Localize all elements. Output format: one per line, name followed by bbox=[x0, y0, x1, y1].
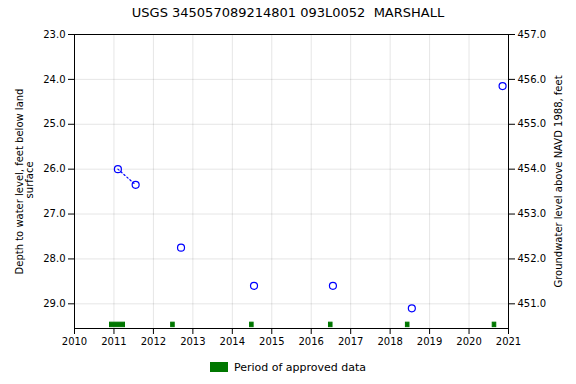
svg-text:2016: 2016 bbox=[299, 336, 324, 347]
svg-text:456.0: 456.0 bbox=[518, 74, 547, 85]
svg-text:Groundwater level above NAVD 1: Groundwater level above NAVD 1988, feet bbox=[553, 75, 564, 287]
svg-text:453.0: 453.0 bbox=[518, 208, 547, 219]
svg-text:454.0: 454.0 bbox=[518, 163, 547, 174]
svg-text:2012: 2012 bbox=[141, 336, 166, 347]
svg-text:2014: 2014 bbox=[220, 336, 245, 347]
svg-text:2019: 2019 bbox=[417, 336, 442, 347]
svg-text:28.0: 28.0 bbox=[43, 253, 65, 264]
html-text:Period of approved data: Period of approved data bbox=[233, 360, 367, 374]
svg-text:2018: 2018 bbox=[377, 336, 402, 347]
svg-text:26.0: 26.0 bbox=[43, 163, 65, 174]
html-text:USGS 345057089214801 093L0052: USGS 345057089214801 093L0052 MARSHALL bbox=[131, 5, 445, 20]
svg-text:455.0: 455.0 bbox=[518, 118, 547, 129]
svg-text:451.0: 451.0 bbox=[518, 298, 547, 309]
svg-text:2010: 2010 bbox=[62, 336, 87, 347]
svg-text:2011: 2011 bbox=[101, 336, 126, 347]
svg-text:457.0: 457.0 bbox=[518, 29, 547, 40]
svg-text:Depth to water level, feet bel: Depth to water level, feet below land su… bbox=[14, 89, 35, 275]
svg-text:23.0: 23.0 bbox=[43, 29, 65, 40]
svg-text:2021: 2021 bbox=[496, 336, 521, 347]
svg-text:29.0: 29.0 bbox=[43, 298, 65, 309]
svg-text:27.0: 27.0 bbox=[43, 208, 65, 219]
svg-text:24.0: 24.0 bbox=[43, 74, 65, 85]
svg-text:452.0: 452.0 bbox=[518, 253, 547, 264]
svg-text:2015: 2015 bbox=[259, 336, 284, 347]
svg-text:2013: 2013 bbox=[180, 336, 205, 347]
svg-text:25.0: 25.0 bbox=[43, 118, 65, 129]
svg-text:2017: 2017 bbox=[338, 336, 363, 347]
svg-text:2020: 2020 bbox=[456, 336, 481, 347]
